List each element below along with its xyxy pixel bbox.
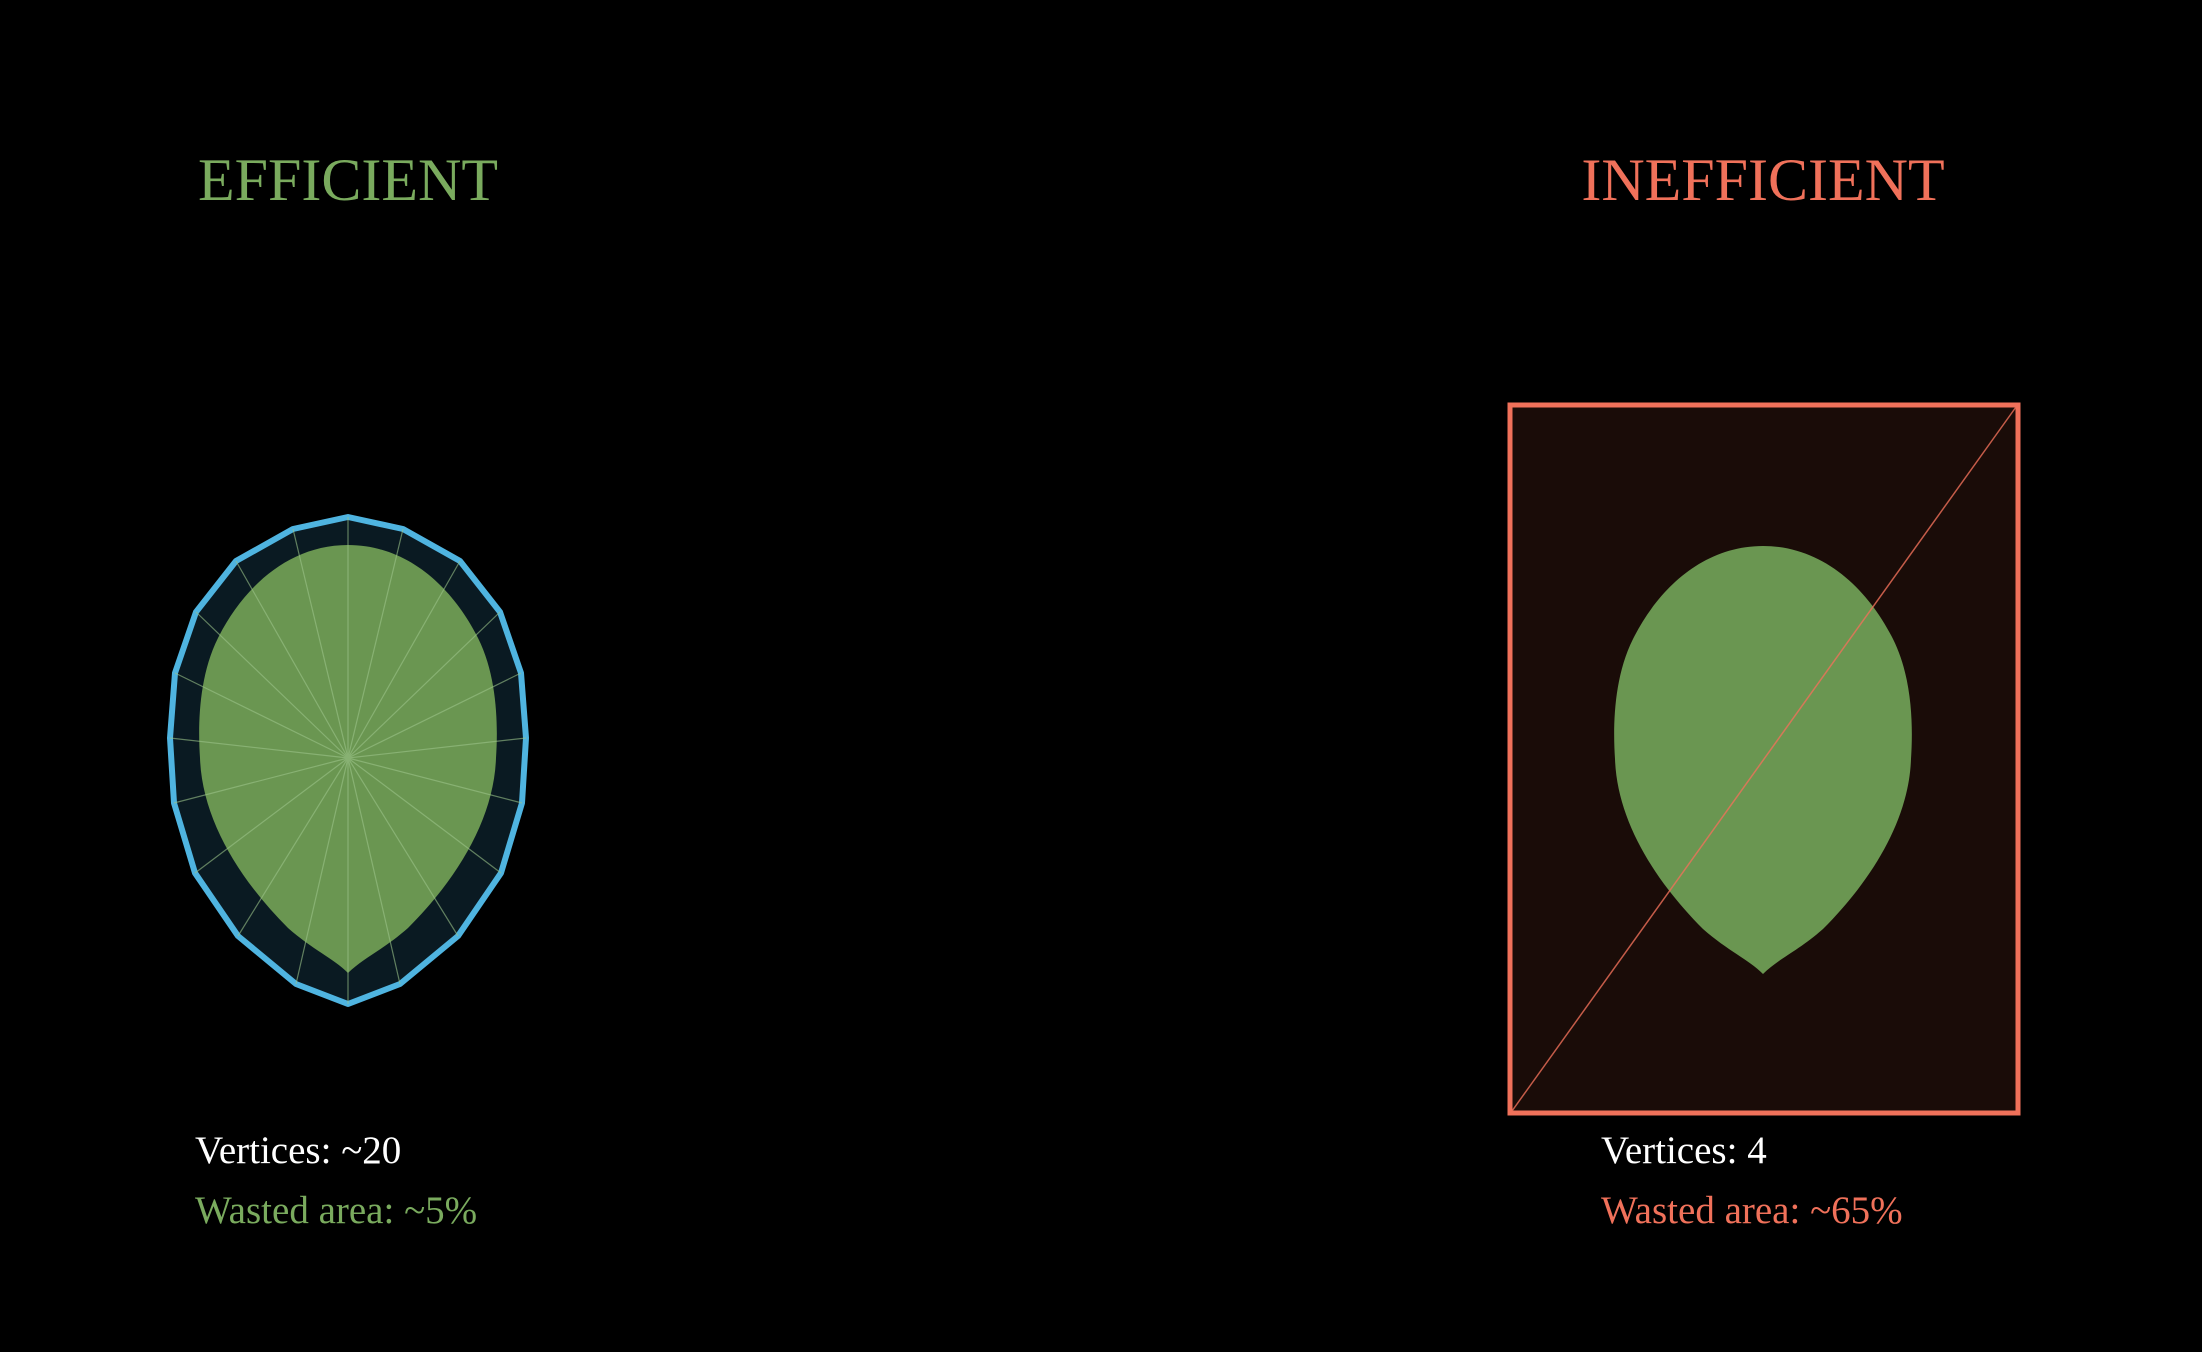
spoke: [347, 611, 501, 759]
spoke: [194, 757, 349, 874]
spoke: [347, 757, 523, 804]
spoke: [173, 757, 349, 804]
right-wasted: Wasted area: ~65%: [1601, 1189, 1903, 1232]
spoke: [347, 757, 459, 937]
left-title: EFFICIENT: [198, 147, 498, 213]
spoke: [347, 560, 461, 759]
spoke: [174, 672, 349, 759]
spoke: [235, 560, 349, 759]
spoke: [292, 528, 349, 759]
spoke: [237, 757, 349, 937]
spoke: [295, 757, 349, 985]
spoke: [347, 757, 502, 874]
right-title: INEFFICIENT: [1581, 147, 1944, 213]
efficient-mesh: [167, 514, 529, 1007]
quad-diagonal: [1511, 406, 2017, 1112]
inefficient-quad: [1507, 402, 2021, 1116]
spoke: [347, 737, 527, 759]
spoke: [169, 737, 349, 759]
spoke: [195, 611, 349, 759]
spoke: [347, 757, 401, 985]
left-wasted: Wasted area: ~5%: [195, 1189, 477, 1232]
triangle-fan: [169, 517, 527, 1004]
right-vertices: Vertices: 4: [1601, 1129, 1767, 1172]
spoke: [347, 528, 404, 759]
left-vertices: Vertices: ~20: [195, 1129, 401, 1172]
spoke: [347, 672, 522, 759]
